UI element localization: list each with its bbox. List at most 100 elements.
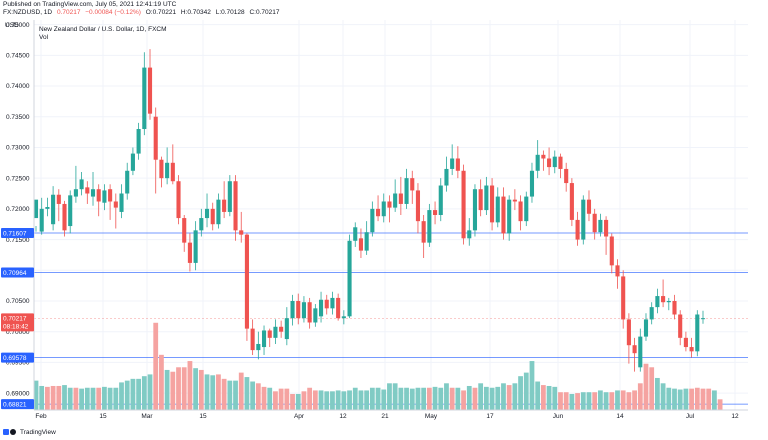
x-tick-label: Jun [553, 413, 564, 420]
volume-bar [164, 369, 170, 410]
volume-legend: Vol [39, 34, 49, 41]
candle-body [415, 190, 421, 222]
volume-bar [449, 387, 455, 410]
candle-body [227, 181, 232, 212]
price-change: −0.00084 (−0.12%) [85, 9, 141, 16]
volume-bar [672, 388, 677, 410]
candle-body [427, 210, 432, 243]
candle-body [592, 213, 597, 233]
volume-bar [689, 388, 694, 410]
candle-body [125, 170, 130, 194]
volume-bar [84, 387, 90, 410]
volume-bar [73, 387, 79, 410]
y-tick-label: 0.69500 [6, 360, 30, 367]
volume-bar [501, 383, 506, 410]
y-tick-label: 0.72500 [6, 175, 30, 182]
candle-body [535, 154, 540, 171]
volume-bar [341, 391, 347, 410]
volume-bar [580, 392, 586, 410]
volume-bar [198, 369, 204, 410]
candle-body [609, 236, 614, 266]
candle-body [604, 219, 609, 237]
candle-body [455, 158, 460, 171]
volume-bar [250, 381, 256, 410]
volume-bar [56, 385, 62, 410]
candle-body [495, 196, 500, 223]
candle-body [398, 193, 403, 204]
candle-body [575, 219, 580, 240]
volume-bar [466, 385, 472, 410]
volume-bar [694, 387, 700, 410]
y-tick-label: 0.71500 [6, 237, 30, 244]
x-tick-label: Mar [141, 413, 153, 420]
x-tick-label: May [425, 413, 438, 420]
candle-body [461, 170, 466, 239]
candle-body [210, 208, 215, 225]
volume-bar [375, 387, 381, 410]
candle-body [450, 158, 455, 169]
volume-bar [535, 381, 541, 410]
volume-bar [62, 385, 67, 410]
volume-bar [267, 387, 273, 410]
volume-bar [102, 386, 107, 410]
candle-countdown: 08:18:42 [3, 324, 29, 331]
candle-body [370, 208, 375, 233]
volume-bar [506, 385, 512, 410]
volume-bar [347, 390, 352, 410]
volume-bar [324, 391, 330, 410]
candle-body [358, 238, 364, 251]
volume-bar [546, 385, 552, 410]
candle-body [113, 201, 118, 208]
candle-body [467, 230, 472, 239]
volume-bar [597, 390, 603, 410]
volume-bar [717, 399, 723, 410]
brand-footer: TradingView [3, 428, 56, 436]
volume-bar [330, 391, 335, 410]
candle-body [142, 67, 147, 130]
volume-bar [113, 387, 119, 410]
volume-bar [244, 377, 250, 410]
candle-body [284, 318, 289, 340]
candle-body [507, 199, 512, 234]
y-tick-label: 0.69000 [6, 390, 30, 397]
open-value: O:0.70221 [145, 9, 177, 16]
y-tick-label: 0.72000 [6, 206, 30, 213]
candle-body [433, 210, 438, 215]
volume-bar [489, 387, 495, 410]
candle-body [130, 153, 135, 171]
volume-bar [170, 371, 176, 410]
candle-body [529, 170, 535, 197]
volume-bar [483, 386, 489, 410]
candle-body [438, 185, 443, 215]
volume-bar [284, 388, 290, 410]
volume-bar [381, 389, 387, 410]
candle-body [638, 336, 643, 368]
volume-bar [415, 387, 421, 410]
candle-body [666, 300, 671, 303]
volume-bar [90, 387, 96, 410]
candle-body [569, 183, 574, 220]
y-tick-label: 0.74500 [6, 53, 30, 60]
symbol-line: FX:NZDUSD, 1D 0.70217 −0.00084 (−0.12%) … [3, 9, 282, 16]
candle-body [204, 208, 210, 219]
volume-bar [700, 388, 706, 410]
candle-body [119, 193, 124, 212]
candle-body [490, 185, 495, 223]
volume-bar [609, 392, 615, 410]
volume-bar [39, 385, 45, 410]
volume-bar [301, 391, 307, 410]
volume-bar [295, 393, 301, 410]
x-tick-label: 12 [339, 413, 347, 420]
volume-bar [518, 376, 523, 410]
candle-body [108, 189, 113, 202]
x-tick-label: 17 [486, 413, 494, 420]
candle-body [387, 201, 392, 208]
volume-bar [643, 363, 649, 410]
level-price-tag-text: 0.71607 [3, 230, 27, 237]
volume-bar [426, 387, 432, 410]
volume-bar [33, 380, 39, 410]
candle-body [279, 326, 284, 332]
candle-body [501, 196, 506, 234]
volume-bar [558, 392, 563, 410]
